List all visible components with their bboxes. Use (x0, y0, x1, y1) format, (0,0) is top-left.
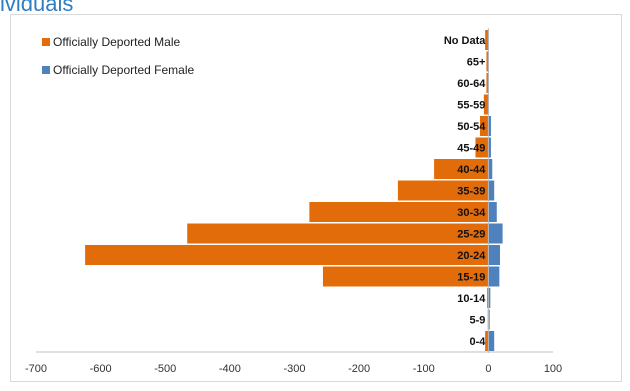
female-bar-10-14 (488, 288, 491, 308)
male-bar-25-29 (187, 223, 489, 244)
category-label: 55-59 (457, 100, 485, 112)
x-tick-label: 0 (485, 363, 491, 375)
legend: Officially Deported Male Officially Depor… (42, 35, 194, 77)
female-bar-30-34 (488, 202, 497, 222)
female-bar-25-29 (488, 223, 503, 244)
male-bar-20-24 (85, 245, 489, 265)
male-bar-10-14 (487, 288, 489, 308)
x-tick-label: -700 (25, 363, 47, 375)
x-tick-label: -300 (283, 363, 305, 375)
male-bar-35-39 (397, 180, 489, 201)
female-bar-20-24 (488, 245, 501, 265)
male-bar-15-19 (322, 266, 489, 287)
female-bar-0-4 (488, 331, 495, 351)
page-heading-fragment: ividuals (0, 0, 74, 16)
category-label: 25-29 (457, 229, 485, 241)
x-tick-label: -600 (90, 363, 112, 375)
female-bar-35-39 (488, 180, 495, 201)
male-bar-no-data (485, 30, 489, 50)
male-bar-65plus (486, 51, 489, 72)
x-tick-label: 100 (544, 363, 562, 375)
legend-swatch (42, 38, 50, 46)
female-bar-50-54 (488, 116, 491, 136)
category-label: 35-39 (457, 186, 485, 198)
female-bar-45-49 (488, 137, 491, 158)
category-label: 45-49 (457, 143, 485, 155)
category-label: No Data (444, 35, 486, 47)
female-bar-15-19 (488, 266, 500, 287)
category-label: 5-9 (469, 315, 485, 327)
category-label: 50-54 (457, 121, 486, 133)
female-bar-40-44 (488, 159, 493, 179)
category-label: 65+ (467, 57, 486, 69)
male-bar-30-34 (309, 202, 489, 222)
category-label: 15-19 (457, 272, 485, 284)
male-bar-55-59 (483, 94, 489, 115)
category-label: 40-44 (457, 164, 486, 176)
legend-swatch (42, 66, 50, 74)
x-tick-labels: -700 -600 -500 -400 -300 -200 -100 0 100 (25, 363, 562, 375)
bar-layer (85, 30, 503, 351)
category-label: 0-4 (469, 336, 486, 348)
male-bar-40-44 (434, 159, 489, 179)
category-label: 60-64 (457, 78, 486, 90)
male-bar-50-54 (479, 116, 489, 136)
category-label: 30-34 (457, 207, 486, 219)
x-tick-label: -200 (348, 363, 370, 375)
legend-label: Officially Deported Male (53, 35, 180, 49)
x-tick-label: -100 (413, 363, 435, 375)
category-label: 10-14 (457, 293, 486, 305)
category-labels: 0-4 5-9 10-14 15-19 20-24 25-29 30-34 35-39 40-4… (444, 35, 486, 348)
legend-label: Officially Deported Female (53, 63, 194, 77)
male-bar-60-64 (486, 73, 489, 93)
x-tick-label: -400 (219, 363, 241, 375)
male-bar-45-49 (475, 137, 489, 158)
category-label: 20-24 (457, 250, 486, 262)
chart-frame (10, 14, 622, 382)
male-bar-0-4 (485, 331, 489, 351)
x-tick-label: -500 (154, 363, 176, 375)
female-bar-5-9 (488, 309, 490, 330)
